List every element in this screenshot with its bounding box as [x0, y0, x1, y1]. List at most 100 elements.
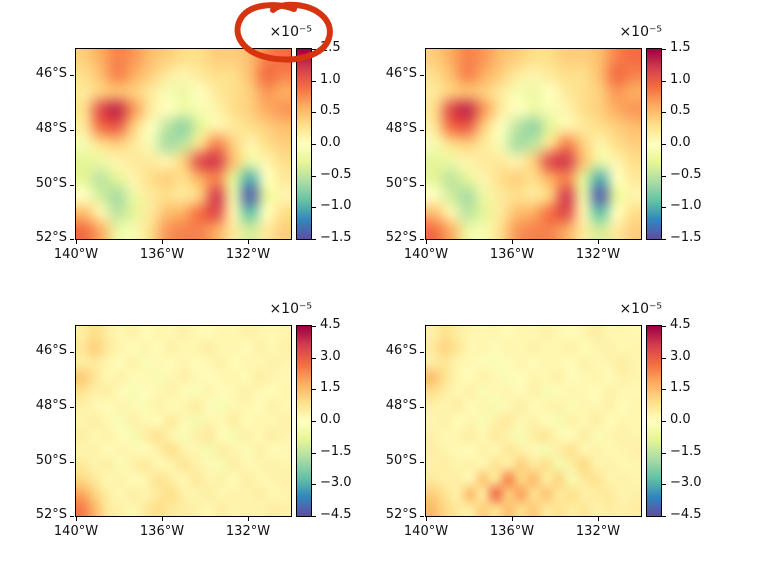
- colorbar-tick-label: 4.5: [670, 317, 691, 332]
- y-tick-mark: [420, 185, 424, 187]
- x-tick-mark: [248, 240, 249, 244]
- colorbar-tick-label: 0.5: [670, 103, 691, 119]
- x-tick-label: 132°W: [575, 524, 621, 539]
- colorbar-tick-label: 4.5: [320, 317, 341, 332]
- x-tick-label: 140°W: [53, 247, 99, 262]
- colorbar-tick-mark: [312, 357, 316, 359]
- colorbar-tick-mark: [662, 326, 666, 327]
- y-tick-mark: [420, 75, 424, 77]
- red-circle-annotation: [234, 1, 333, 63]
- colorbar-tick-label: −0.5: [320, 166, 352, 182]
- colorbar-tick-mark: [662, 112, 666, 114]
- colorbar-tick-mark: [312, 452, 316, 454]
- colorbar-tick-mark: [662, 484, 666, 486]
- colorbar-tick-mark: [662, 207, 666, 209]
- colorbar-offset-label: ×10⁻⁵: [619, 301, 662, 317]
- colorbar-tick-label: 1.5: [670, 40, 691, 55]
- y-tick-mark: [70, 516, 74, 517]
- colorbar-tick-mark: [312, 326, 316, 327]
- subplot-top-left: ×10⁻⁵ 46°S 48°S 50°S 52°S 140°W 136°W 132°W 1.5…: [36, 24, 352, 262]
- x-tick-mark: [512, 517, 513, 521]
- colorbar-tick-mark: [662, 175, 666, 177]
- colorbar-tick-label: −1.5: [670, 443, 702, 459]
- y-tick-mark: [70, 75, 74, 77]
- x-tick-mark: [512, 240, 513, 244]
- colorbar-tick-label: 1.0: [320, 71, 341, 87]
- colorbar-tick-label: 1.5: [670, 380, 691, 396]
- y-tick-mark: [70, 129, 74, 131]
- colorbar-tick-label: 0.5: [320, 103, 341, 119]
- colorbar-tick-label: 0.0: [320, 135, 341, 150]
- colorbar-tick-label: −1.5: [670, 230, 702, 245]
- x-tick-label: 132°W: [225, 524, 271, 539]
- colorbar-tick-label: 0.0: [320, 412, 341, 427]
- colorbar-tick-mark: [312, 112, 316, 114]
- x-tick-mark: [598, 517, 599, 521]
- colorbar-tick-label: −1.0: [670, 198, 702, 214]
- y-tick-label: 46°S: [385, 343, 417, 359]
- colorbar-canvas: [646, 48, 662, 240]
- heatmap-canvas: [75, 48, 292, 240]
- colorbar-tick-mark: [312, 175, 316, 177]
- colorbar-tick-mark: [662, 239, 666, 240]
- colorbar-tick-mark: [312, 239, 316, 240]
- y-tick-mark: [420, 129, 424, 131]
- colorbar-tick-label: 1.0: [670, 71, 691, 87]
- colorbar-tick-mark: [312, 516, 316, 517]
- y-tick-mark: [420, 406, 424, 408]
- x-tick-label: 140°W: [403, 524, 449, 539]
- x-tick-mark: [248, 517, 249, 521]
- y-tick-label: 52°S: [35, 507, 67, 522]
- colorbar-canvas: [296, 48, 312, 240]
- x-tick-label: 132°W: [575, 247, 621, 262]
- colorbar-tick-mark: [662, 144, 666, 145]
- colorbar-tick-mark: [312, 80, 316, 82]
- y-tick-label: 48°S: [35, 397, 67, 413]
- y-tick-mark: [420, 239, 424, 240]
- y-tick-mark: [70, 185, 74, 187]
- colorbar-tick-label: −1.5: [320, 443, 352, 459]
- y-tick-label: 50°S: [35, 176, 67, 192]
- colorbar-tick-mark: [312, 49, 316, 50]
- colorbar-tick-mark: [662, 516, 666, 517]
- colorbar-tick-mark: [662, 421, 666, 422]
- y-tick-label: 46°S: [35, 343, 67, 359]
- y-tick-label: 48°S: [385, 120, 417, 136]
- x-tick-mark: [426, 240, 427, 244]
- colorbar-offset-label: ×10⁻⁵: [619, 24, 662, 40]
- y-tick-label: 52°S: [385, 507, 417, 522]
- heatmap-canvas: [75, 325, 292, 517]
- y-tick-mark: [420, 352, 424, 354]
- colorbar-tick-label: −1.5: [320, 230, 352, 245]
- y-tick-label: 50°S: [385, 453, 417, 469]
- subplot-bottom-right: ×10⁻⁵ 46°S 48°S 50°S 52°S 140°W 136°W 132°W 4.5…: [386, 301, 702, 539]
- y-tick-mark: [70, 239, 74, 240]
- colorbar-tick-label: −4.5: [320, 507, 352, 522]
- y-tick-label: 48°S: [385, 397, 417, 413]
- y-tick-mark: [70, 406, 74, 408]
- colorbar-tick-label: 0.0: [670, 135, 691, 150]
- colorbar-tick-mark: [662, 357, 666, 359]
- x-tick-label: 140°W: [403, 247, 449, 262]
- x-tick-label: 140°W: [53, 524, 99, 539]
- colorbar-tick-label: 0.0: [670, 412, 691, 427]
- heatmap-canvas: [425, 48, 642, 240]
- x-tick-mark: [598, 240, 599, 244]
- y-tick-label: 52°S: [35, 230, 67, 245]
- colorbar-tick-mark: [312, 144, 316, 145]
- colorbar-offset-label: ×10⁻⁵: [269, 24, 312, 40]
- y-tick-mark: [70, 352, 74, 354]
- x-tick-label: 136°W: [139, 247, 185, 262]
- colorbar-tick-mark: [312, 207, 316, 209]
- colorbar-tick-label: −3.0: [670, 475, 702, 491]
- x-tick-mark: [162, 517, 163, 521]
- x-tick-label: 136°W: [489, 247, 535, 262]
- colorbar-tick-mark: [312, 484, 316, 486]
- subplot-top-right: ×10⁻⁵ 46°S 48°S 50°S 52°S 140°W 136°W 132°W 1.5…: [386, 24, 702, 262]
- x-tick-label: 136°W: [489, 524, 535, 539]
- y-tick-label: 52°S: [385, 230, 417, 245]
- x-tick-mark: [162, 240, 163, 244]
- x-tick-mark: [76, 517, 77, 521]
- colorbar-tick-label: 1.5: [320, 380, 341, 396]
